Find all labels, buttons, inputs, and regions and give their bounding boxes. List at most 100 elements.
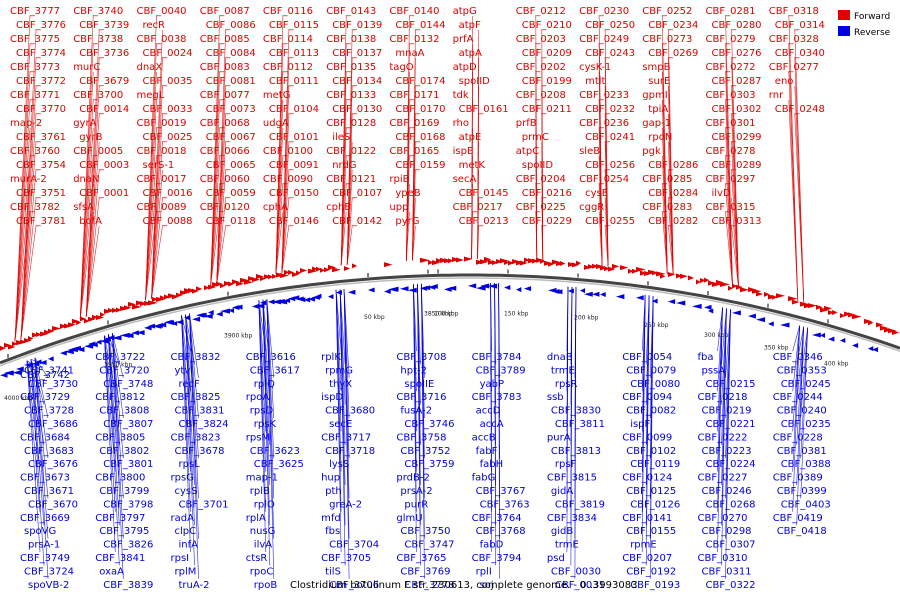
- forward-gene-label: CBF_0137: [332, 48, 382, 59]
- reverse-gene-label: CBF_3815: [547, 473, 597, 484]
- scale-tick-label: 150 kbp: [504, 311, 529, 318]
- label-connector: [649, 295, 654, 579]
- forward-feature: [676, 273, 683, 279]
- reverse-gene-label: rpsD: [250, 406, 274, 417]
- reverse-gene-label: rplM: [175, 566, 197, 577]
- reverse-gene-label: prsA-2: [400, 486, 432, 497]
- reverse-gene-label: ispF: [630, 419, 650, 430]
- forward-feature: [868, 320, 874, 326]
- scale-tick-label: 350 kbp: [764, 345, 789, 352]
- forward-gene-label: CBF_0150: [269, 188, 319, 199]
- reverse-gene-label: CBF_0310: [698, 553, 748, 564]
- scale-tick-label: 3900 kbp: [224, 333, 252, 340]
- label-connector: [335, 289, 342, 352]
- forward-feature: [68, 322, 76, 328]
- reverse-feature: [124, 333, 134, 339]
- reverse-feature: [176, 319, 184, 325]
- forward-gene-label: CBF_0014: [79, 104, 129, 115]
- reverse-feature: [812, 332, 821, 338]
- forward-gene-label: CBF_0035: [143, 76, 193, 87]
- label-connector: [406, 211, 410, 261]
- reverse-gene-label: CBF_3795: [99, 526, 149, 537]
- forward-gene-label: rnr: [769, 90, 784, 101]
- reverse-gene-label: CBF_3670: [28, 499, 78, 510]
- forward-feature: [588, 264, 595, 270]
- reverse-gene-label: tilS: [325, 566, 341, 577]
- forward-gene-label: CBF_3738: [73, 34, 123, 45]
- forward-feature: [524, 257, 530, 263]
- label-connector: [346, 169, 353, 265]
- forward-gene-label: CBF_0091: [269, 160, 319, 171]
- forward-feature: [556, 261, 564, 267]
- reverse-gene-label: CBF_3778: [404, 580, 454, 591]
- forward-feature: [680, 273, 688, 279]
- forward-gene-label: gap-1: [642, 118, 671, 129]
- forward-feature: [720, 281, 730, 287]
- reverse-gene-label: CBF_0094: [622, 392, 672, 403]
- label-connector: [34, 357, 49, 378]
- forward-gene-label: sleB: [579, 146, 600, 157]
- reverse-gene-label: ctsR: [246, 553, 268, 564]
- forward-feature: [776, 293, 786, 299]
- forward-feature: [48, 328, 55, 334]
- label-connector: [181, 315, 191, 553]
- label-connector: [189, 313, 199, 459]
- forward-gene-label: CBF_0282: [648, 216, 698, 227]
- reverse-feature: [148, 323, 155, 329]
- forward-gene-label: CBF_0234: [648, 20, 698, 31]
- forward-feature: [320, 267, 326, 273]
- forward-gene-label: CBF_0318: [769, 6, 819, 17]
- reverse-gene-label: CBF_0218: [698, 392, 748, 403]
- forward-gene-label: CBF_0315: [706, 202, 756, 213]
- forward-feature: [620, 265, 629, 271]
- reverse-gene-label: CBF_0207: [622, 553, 672, 564]
- forward-feature: [728, 285, 734, 291]
- forward-gene-label: CBF_3700: [73, 90, 123, 101]
- forward-gene-label: CBF_0249: [579, 34, 629, 45]
- forward-feature: [428, 260, 434, 266]
- reverse-feature: [36, 359, 42, 365]
- reverse-gene-label: CBF_0193: [630, 580, 680, 591]
- forward-gene-label: serS-1: [143, 160, 175, 171]
- forward-gene-label: CBF_0144: [395, 20, 445, 31]
- reverse-feature: [224, 308, 230, 314]
- reverse-feature: [488, 283, 498, 289]
- reverse-feature: [852, 342, 859, 348]
- reverse-feature: [480, 283, 490, 289]
- reverse-gene-label: CBF_0346: [773, 352, 823, 363]
- forward-gene-label: CBF_0303: [706, 90, 756, 101]
- forward-feature: [344, 266, 351, 272]
- forward-gene-label: eno: [775, 76, 794, 87]
- reverse-gene-label: CBF_3805: [95, 432, 145, 443]
- forward-gene-label: CBF_0255: [585, 216, 635, 227]
- reverse-feature: [60, 350, 67, 356]
- label-connector: [668, 169, 674, 276]
- forward-gene-label: ypeB: [395, 188, 420, 199]
- reverse-feature: [580, 288, 586, 294]
- legend: Forward Reverse: [838, 10, 891, 38]
- forward-feature: [28, 336, 34, 342]
- reverse-gene-label: greA-2: [329, 499, 362, 510]
- reverse-feature: [208, 310, 214, 316]
- forward-feature: [228, 281, 235, 287]
- label-connector: [477, 225, 479, 260]
- label-connector: [79, 155, 94, 319]
- reverse-feature: [0, 372, 8, 378]
- forward-feature: [164, 294, 171, 300]
- reverse-gene-label: fba: [698, 352, 714, 363]
- forward-feature: [20, 339, 26, 345]
- forward-gene-label: CBF_0107: [332, 188, 382, 199]
- reverse-gene-label: CBF_0227: [698, 473, 748, 484]
- forward-gene-label: CBF_0100: [263, 146, 313, 157]
- reverse-gene-label: yabP: [480, 379, 504, 390]
- forward-gene-label: CBF_0059: [206, 188, 256, 199]
- forward-feature: [484, 256, 492, 262]
- reverse-gene-label: accB: [472, 432, 496, 443]
- label-connector: [346, 225, 353, 265]
- forward-gene-label: CBF_3736: [79, 48, 129, 59]
- forward-feature: [44, 329, 52, 335]
- forward-gene-label: CBF_0112: [263, 62, 313, 73]
- forward-gene-label: rpoN: [648, 132, 672, 143]
- forward-gene-label: CBF_3761: [16, 132, 66, 143]
- forward-feature: [116, 307, 122, 313]
